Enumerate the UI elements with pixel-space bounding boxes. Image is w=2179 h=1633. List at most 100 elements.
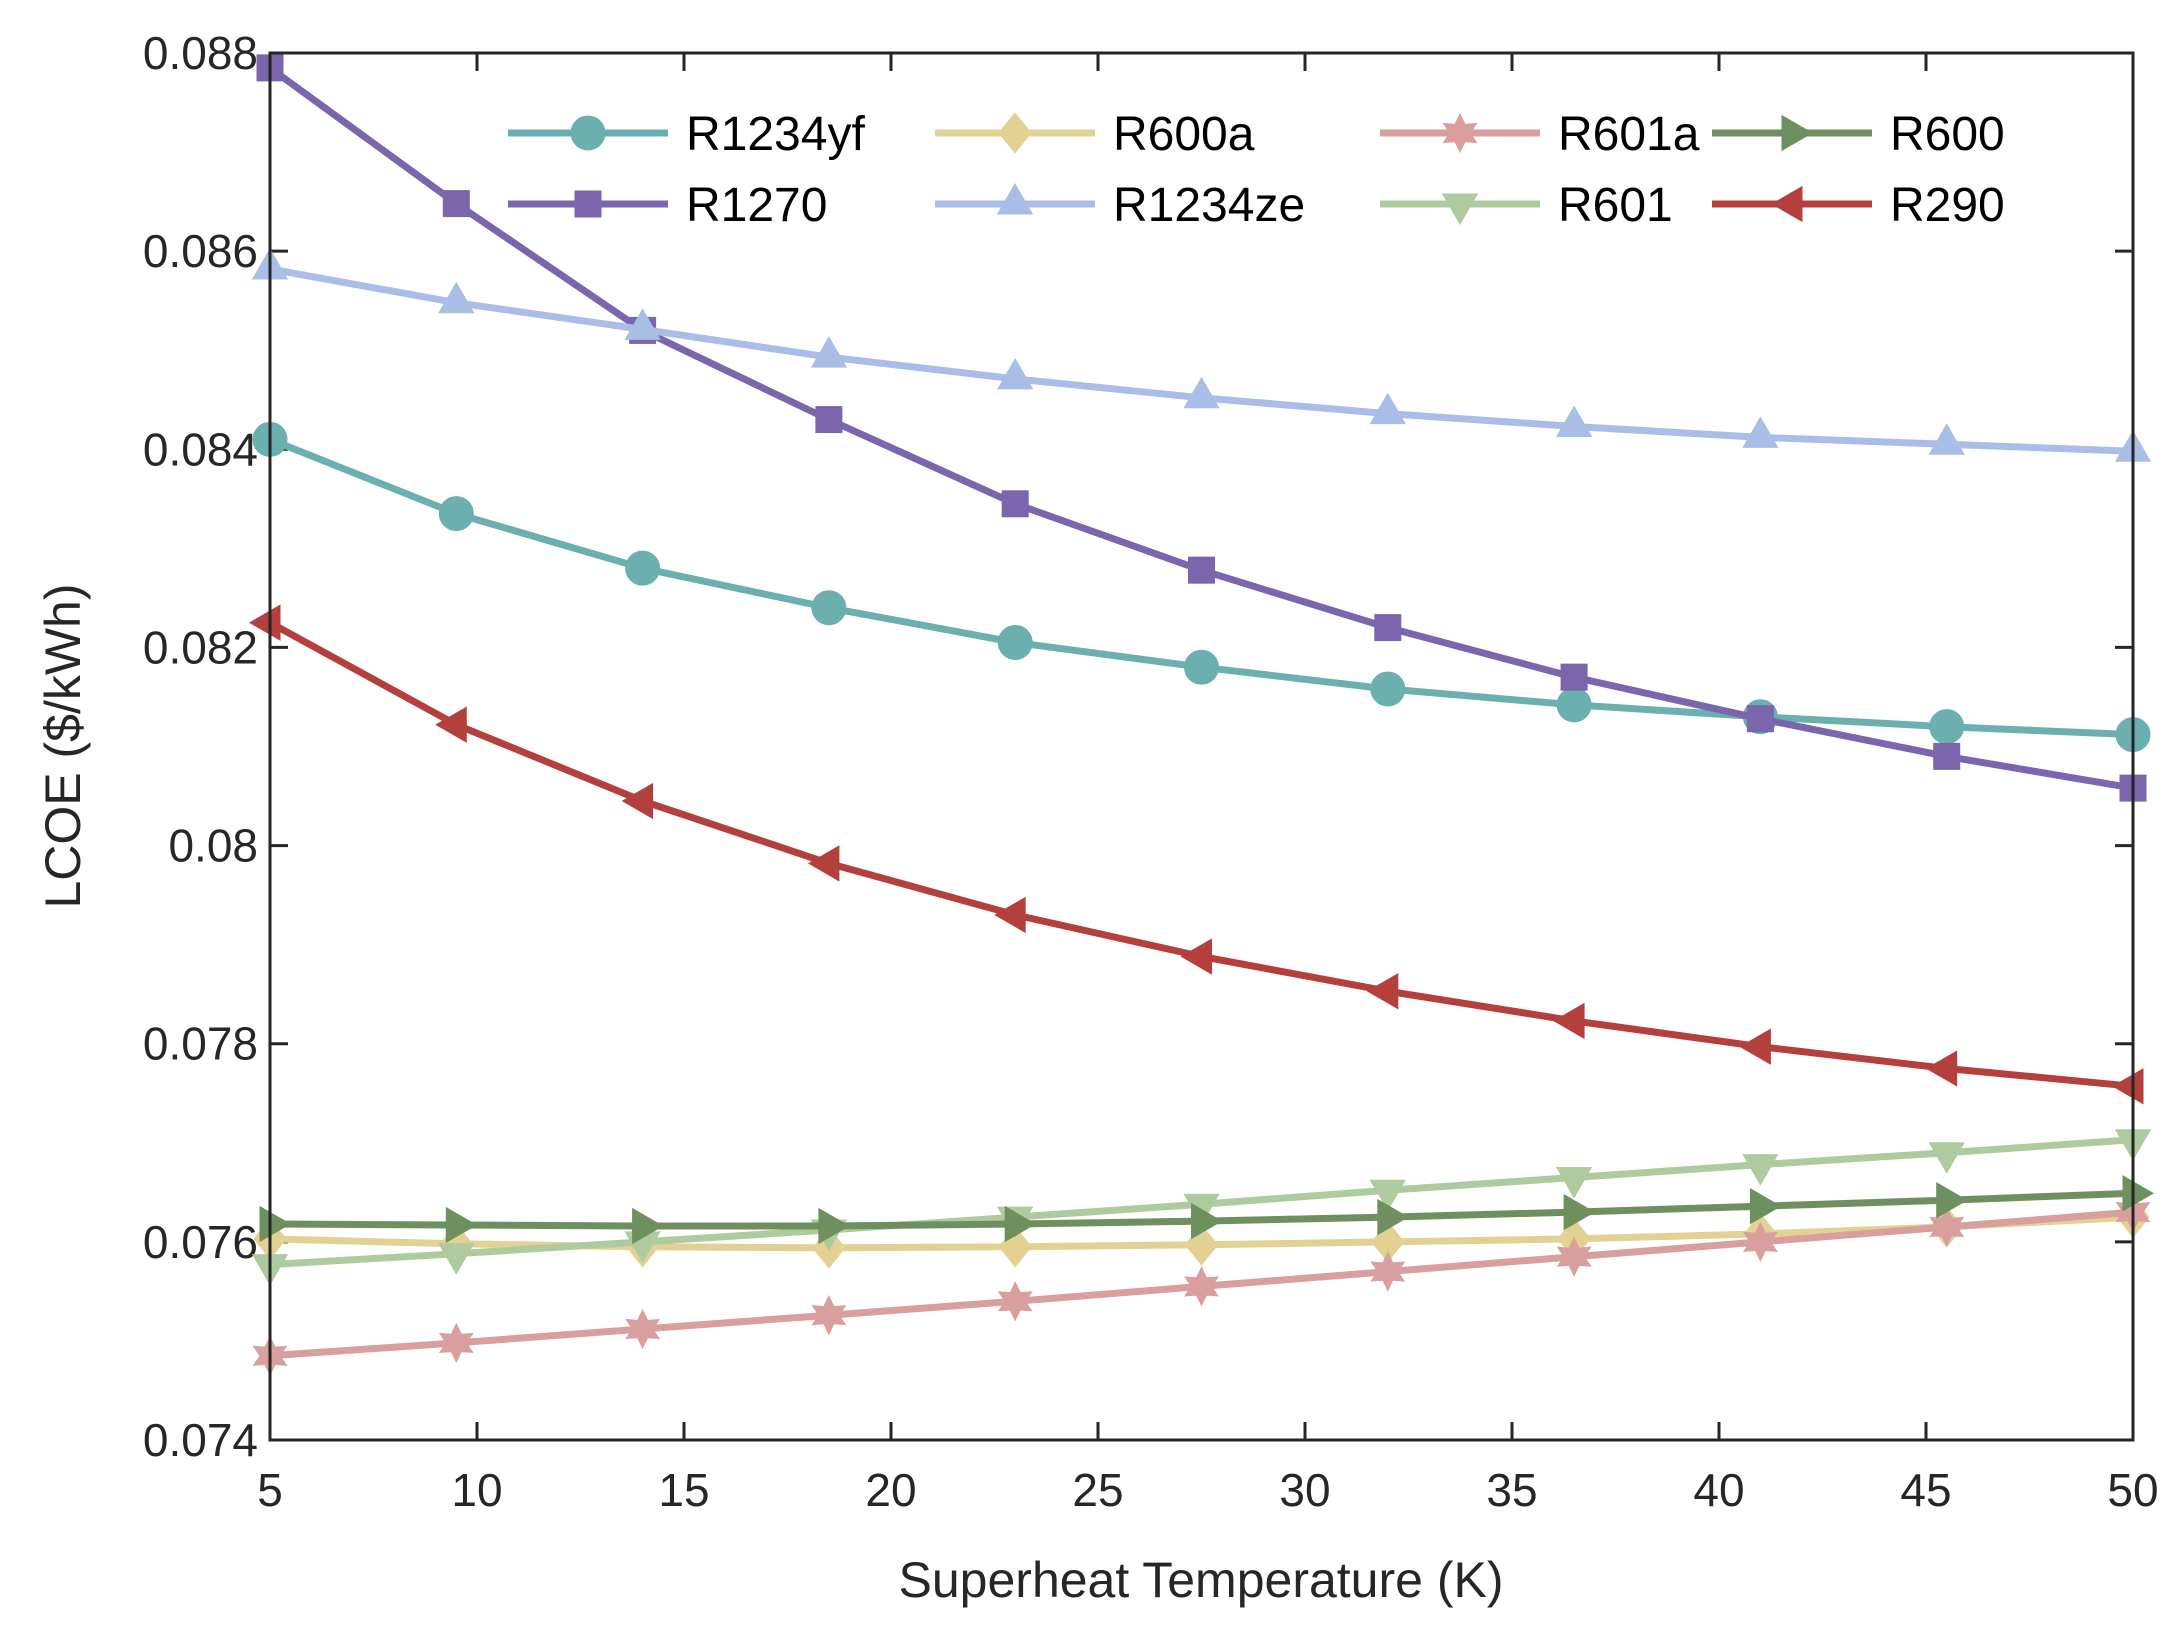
legend-item-R1234yf: R1234yf <box>508 108 865 161</box>
data-point-R1234ze <box>1742 416 1779 448</box>
legend-item-R290: R290 <box>1712 179 2005 232</box>
legend-item-R1270: R1270 <box>508 179 827 232</box>
data-point-R600 <box>259 1205 292 1243</box>
data-point-R600 <box>1004 1205 1037 1243</box>
data-point-R601 <box>1555 1167 1593 1199</box>
series-R600 <box>259 1175 2155 1245</box>
legend-label: R1234yf <box>686 108 865 161</box>
x-tick-label: 5 <box>257 1464 283 1516</box>
data-point-R600 <box>1377 1198 1409 1236</box>
data-point-R601 <box>1742 1154 1779 1186</box>
data-point-R600 <box>1191 1202 1223 1240</box>
legend-item-R600a: R600a <box>935 108 1255 161</box>
x-tick-label: 10 <box>451 1464 502 1516</box>
data-point-R1234yf <box>997 624 1033 660</box>
data-point-R600 <box>2122 1175 2155 1212</box>
x-tick-label: 15 <box>658 1464 709 1516</box>
series-R290 <box>249 604 2144 1105</box>
data-point-R1270 <box>1560 663 1588 691</box>
data-point-R290 <box>1553 1002 1585 1040</box>
legend-item-R601a: R601a <box>1380 108 1700 161</box>
data-point-R1270 <box>442 190 470 218</box>
data-point-R1270 <box>1933 742 1961 770</box>
x-tick-label: 50 <box>2107 1464 2158 1516</box>
x-tick-label: 40 <box>1693 1464 1744 1516</box>
data-point-R1234ze <box>810 336 848 368</box>
data-point-R1234yf <box>1370 671 1406 707</box>
y-tick-label: 0.088 <box>143 27 258 79</box>
data-point-R601a <box>625 1308 661 1350</box>
data-point-R290 <box>2111 1068 2144 1105</box>
legend-label: R290 <box>1890 179 2005 232</box>
legend-label: R1270 <box>686 179 827 232</box>
data-point-R290 <box>621 782 654 820</box>
data-point-R601a <box>1370 1251 1406 1292</box>
data-point-R290 <box>1739 1028 1771 1065</box>
data-point-R290 <box>807 845 840 882</box>
data-point-R600 <box>1749 1188 1782 1225</box>
legend: R1234yf R1270 R600a R1234ze R601a R601 R600 R29… <box>508 108 2005 232</box>
y-tick-label: 0.082 <box>143 621 258 673</box>
y-tick-label: 0.086 <box>143 225 258 277</box>
y-tick-label: 0.074 <box>143 1414 258 1466</box>
data-point-R290 <box>1180 938 1212 975</box>
series-R1234ze <box>251 247 2152 462</box>
y-tick-label: 0.084 <box>143 423 258 475</box>
data-point-R290 <box>1925 1050 1958 1087</box>
legend-marker <box>570 115 606 151</box>
legend-marker <box>574 190 602 218</box>
data-point-R1234yf <box>1556 687 1592 723</box>
data-point-R601a <box>811 1295 847 1336</box>
data-point-R600 <box>1936 1182 1968 1219</box>
data-point-R1234yf <box>625 550 661 586</box>
y-tick-label: 0.078 <box>143 1018 258 1070</box>
data-point-R1234ze <box>1555 405 1593 437</box>
y-tick-label: 0.08 <box>168 820 258 872</box>
data-point-R1234yf <box>1184 649 1219 685</box>
data-point-R1270 <box>815 406 843 434</box>
axis-ticks: 5 10 15 20 25 30 35 40 45 50 0.074 0.076 0.078 0.08 0.… <box>143 27 2159 1516</box>
data-point-R601 <box>438 1243 475 1275</box>
legend-item-R1234ze: R1234ze <box>935 179 1305 232</box>
data-point-R601a <box>1742 1221 1778 1263</box>
data-point-R601a <box>438 1322 474 1364</box>
data-point-R600 <box>632 1207 664 1245</box>
data-point-R1234ze <box>1369 392 1406 425</box>
data-point-R601a <box>997 1281 1033 1322</box>
x-tick-label: 30 <box>1279 1464 1330 1516</box>
data-point-R600 <box>1563 1193 1596 1231</box>
legend-item-R600: R600 <box>1712 108 2005 161</box>
plot-frame <box>268 51 2135 1442</box>
data-point-R1234yf <box>811 590 847 626</box>
data-point-R600 <box>445 1206 478 1244</box>
y-tick-label: 0.076 <box>143 1216 258 1268</box>
data-point-R600 <box>818 1207 850 1245</box>
data-point-R290 <box>994 896 1026 934</box>
x-tick-label: 45 <box>1900 1464 1951 1516</box>
x-tick-label: 20 <box>865 1464 916 1516</box>
data-point-R601a <box>1929 1206 1965 1248</box>
data-point-R1234ze <box>997 357 1034 390</box>
data-point-R290 <box>435 706 467 743</box>
data-point-R1270 <box>1746 705 1774 733</box>
data-point-R1270 <box>1374 614 1402 642</box>
y-axis-label: LCOE ($/kWh) <box>35 583 91 908</box>
data-point-R1270 <box>1001 490 1029 518</box>
legend-marker <box>1770 185 1803 223</box>
legend-marker <box>996 182 1034 215</box>
data-point-R1234yf <box>438 496 474 532</box>
data-point-R1234ze <box>438 281 475 314</box>
data-point-R601a <box>1556 1236 1592 1277</box>
data-point-R1234ze <box>624 308 661 340</box>
data-point-R1234ze <box>1928 423 1965 455</box>
series-layer <box>249 54 2155 1376</box>
legend-marker <box>998 112 1032 154</box>
data-point-R601 <box>1928 1142 1965 1174</box>
data-point-R1270 <box>1188 556 1215 584</box>
data-point-R1234yf <box>1929 709 1965 745</box>
data-point-R601 <box>1369 1179 1406 1212</box>
legend-label: R1234ze <box>1113 179 1305 232</box>
legend-label: R600 <box>1890 108 2005 161</box>
x-axis-label: Superheat Temperature (K) <box>899 1552 1504 1608</box>
x-tick-label: 25 <box>1072 1464 1123 1516</box>
